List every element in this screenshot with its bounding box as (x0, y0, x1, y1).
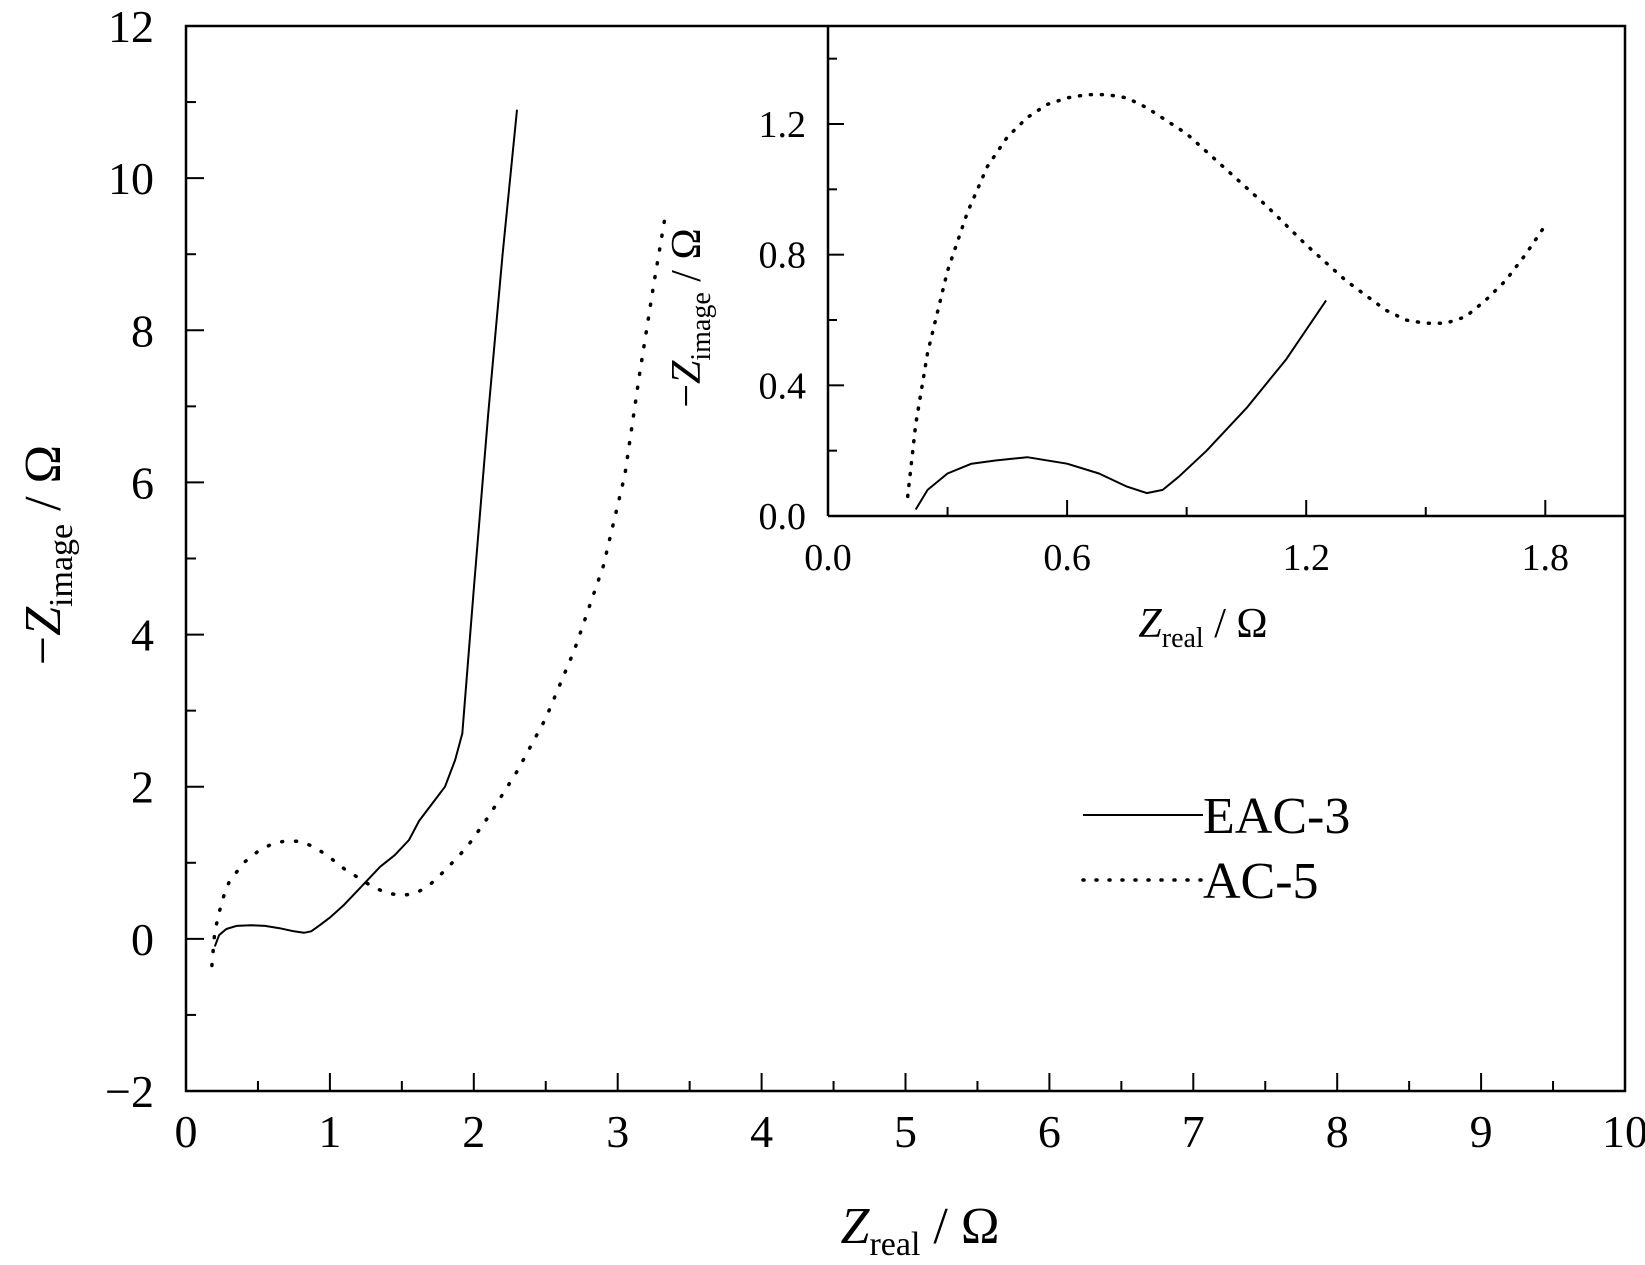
inset-y-tick-label: 0.8 (759, 235, 807, 277)
main-y-tick-label: 6 (131, 457, 154, 508)
main-x-tick-label: 8 (1326, 1106, 1349, 1157)
main-y-tick-label: −2 (105, 1066, 154, 1117)
inset-tick-labels: 0.0 0.6 1.2 1.8 0.0 0.4 0.8 1.2 (759, 104, 1570, 579)
main-x-tick-label: 0 (175, 1106, 198, 1157)
main-y-tick-label: 10 (108, 153, 154, 204)
inset-axis-ticks (827, 57, 1547, 517)
inset-x-axis-title: Zreal / Ω (1138, 601, 1267, 654)
main-y-tick-label: 4 (131, 610, 154, 661)
main-axis-ticks (185, 25, 1626, 1092)
main-x-axis-title: Zreal / Ω (841, 1198, 1000, 1260)
main-y-tick-label: 12 (108, 1, 154, 52)
inset-y-axis-title: −Zimage / Ω (664, 228, 717, 407)
main-x-tick-label: 3 (606, 1106, 629, 1157)
main-x-tick-label: 10 (1602, 1106, 1645, 1157)
main-x-tick-label: 2 (462, 1106, 485, 1157)
inset-y-tick-label: 1.2 (759, 104, 807, 146)
main-x-tick-label: 4 (750, 1106, 773, 1157)
legend-label-eac3: EAC-3 (1203, 788, 1350, 845)
main-y-tick-label: 8 (131, 305, 154, 356)
inset-y-tick-label: 0.4 (759, 365, 807, 407)
legend-label-ac5: AC-5 (1203, 853, 1319, 910)
main-series-ac5 (210, 214, 667, 968)
main-series-eac3 (213, 109, 518, 947)
main-x-tick-label: 5 (894, 1106, 917, 1157)
inset-series-group (905, 92, 1548, 511)
inset-x-tick-label: 1.8 (1522, 537, 1570, 579)
main-y-tick-label: 0 (131, 914, 154, 965)
main-x-tick-label: 6 (1038, 1106, 1061, 1157)
inset-x-tick-label: 1.2 (1282, 537, 1330, 579)
legend: EAC-3 AC-5 (1081, 788, 1350, 910)
inset-series-eac3 (914, 299, 1327, 511)
inset-y-tick-label: 0.0 (759, 496, 807, 538)
inset-series-ac5 (905, 92, 1548, 499)
inset-axes (826, 26, 1625, 518)
main-y-axis-title: −Zimage / Ω (15, 445, 80, 665)
main-x-tick-label: 9 (1470, 1106, 1493, 1157)
main-plot-frame (184, 24, 1627, 1093)
inset-x-tick-label: 0.6 (1043, 537, 1091, 579)
main-x-tick-label: 1 (318, 1106, 341, 1157)
main-series-group (210, 109, 667, 968)
inset-x-tick-label: 0.0 (804, 537, 852, 579)
main-x-tick-label: 7 (1182, 1106, 1205, 1157)
main-y-tick-label: 2 (131, 762, 154, 813)
